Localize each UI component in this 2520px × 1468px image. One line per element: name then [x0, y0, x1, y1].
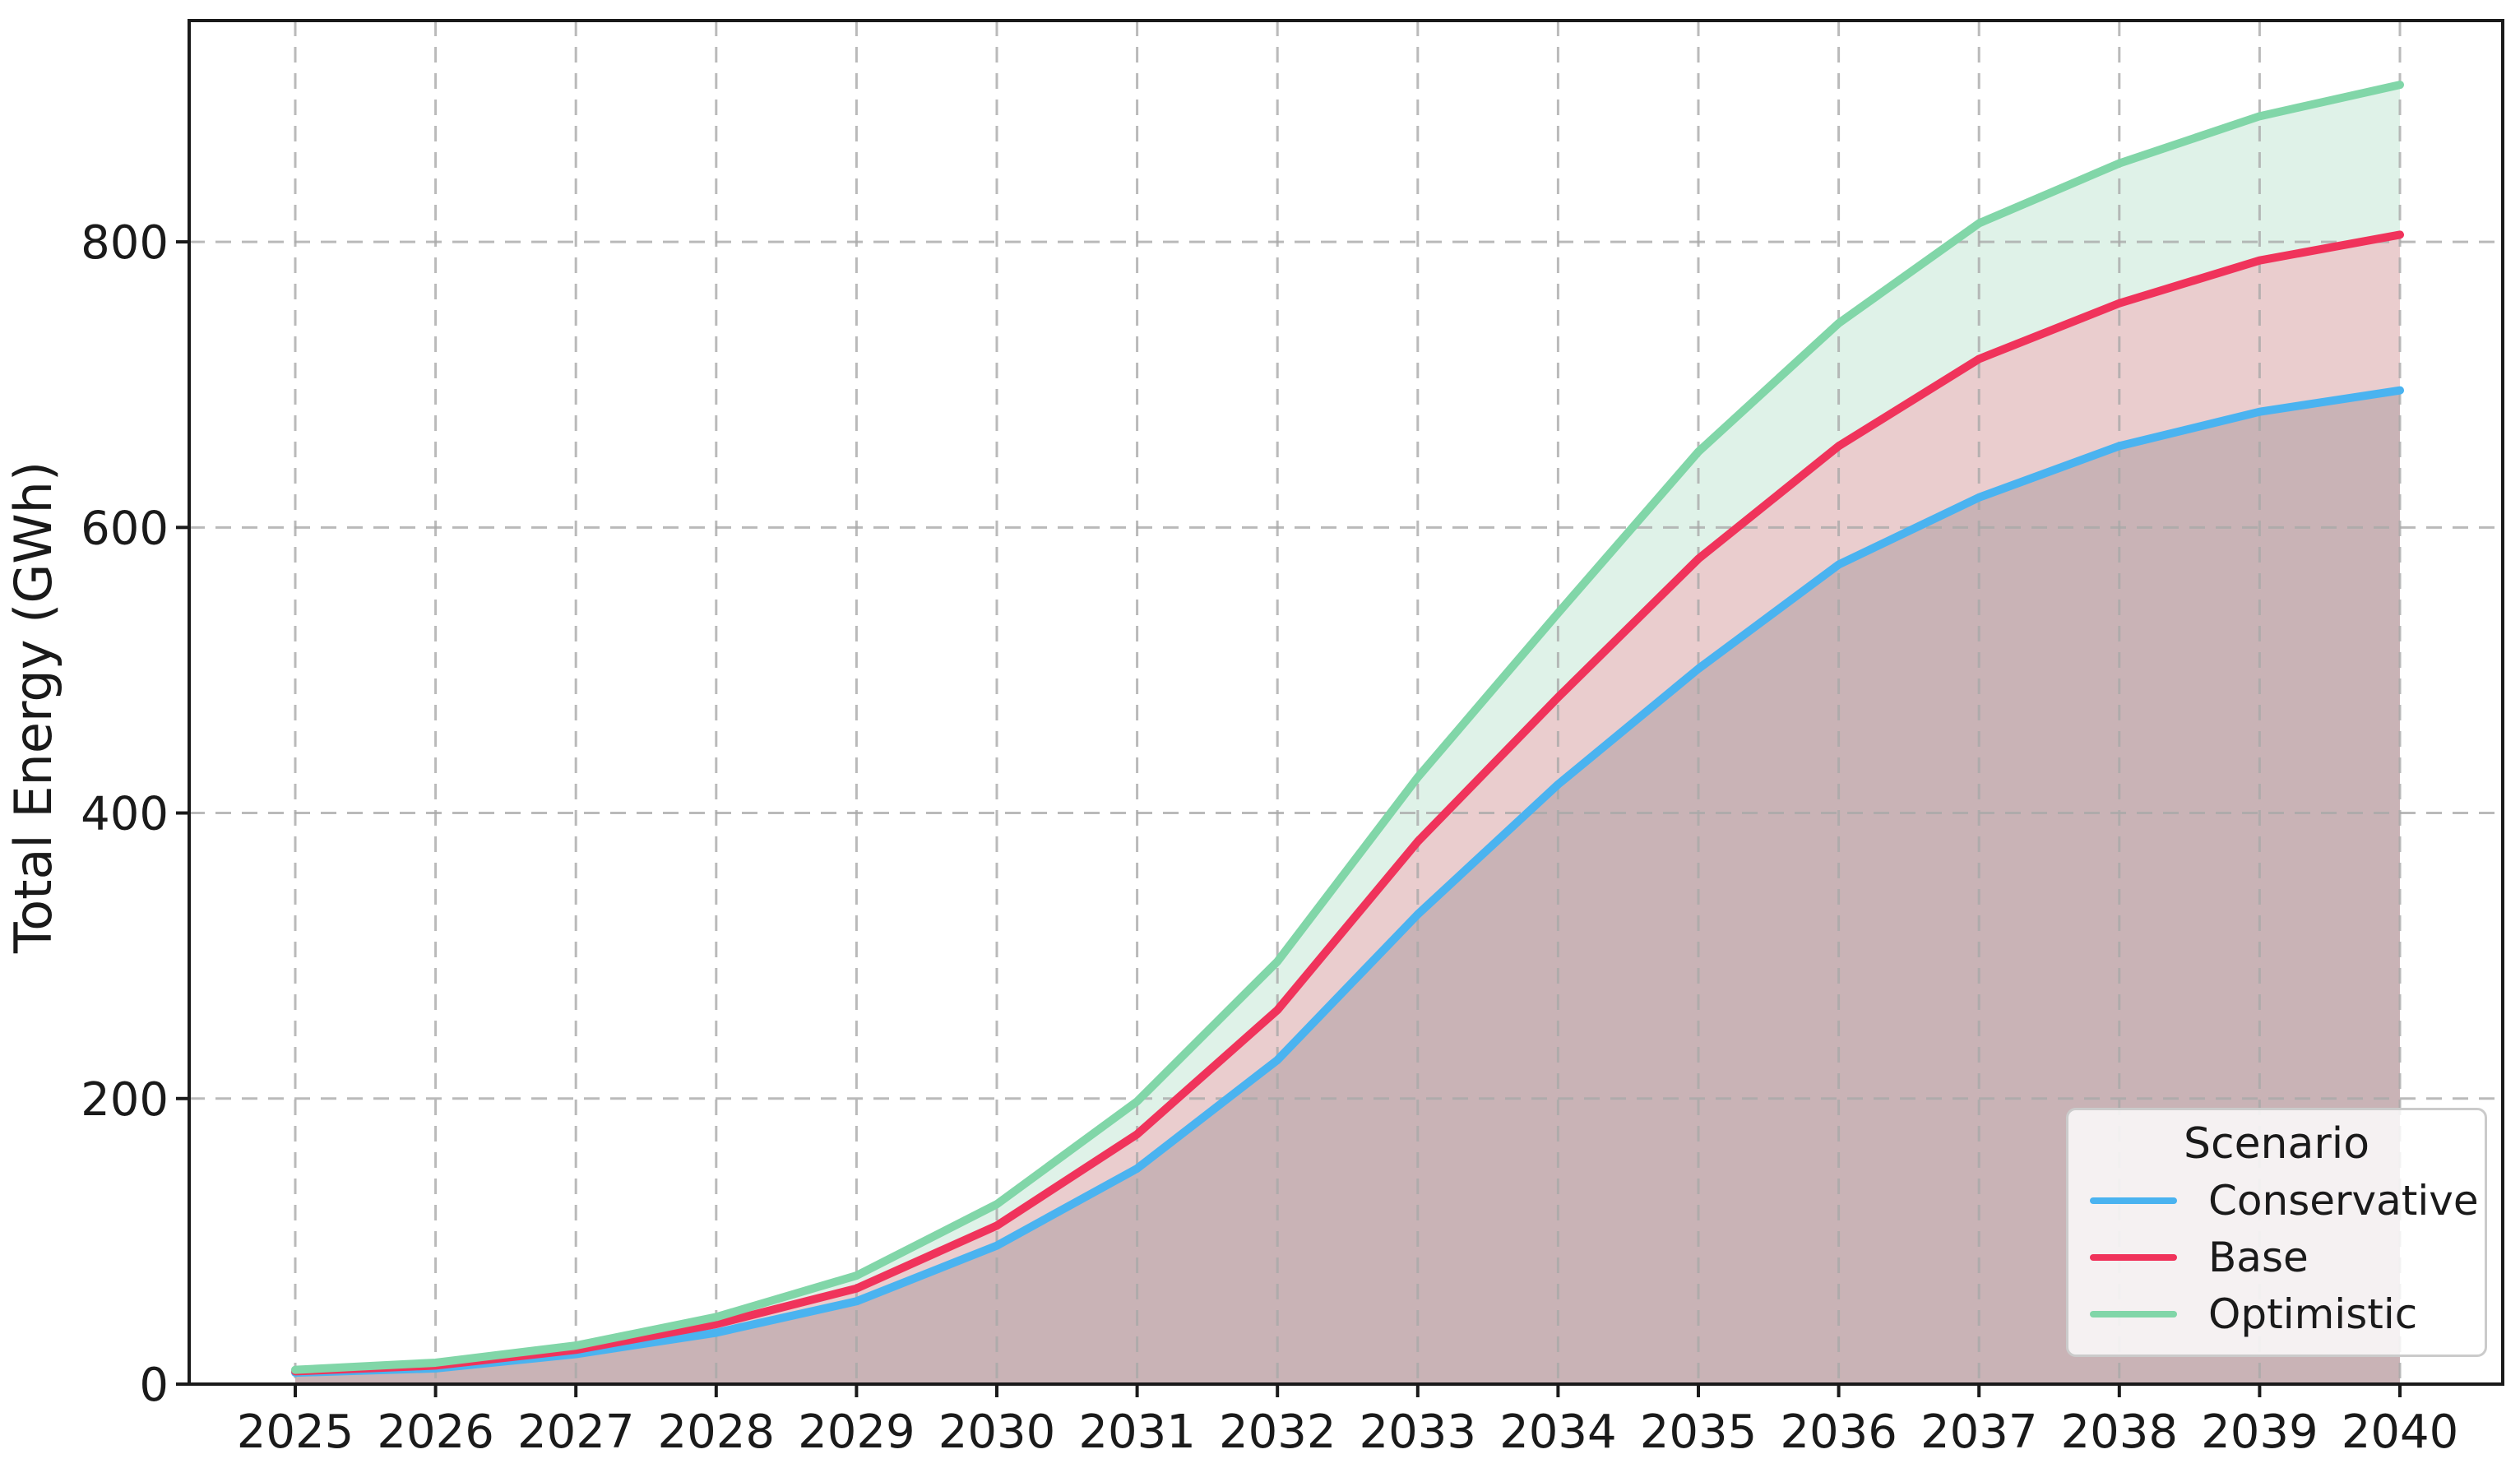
x-tick-label: 2037 [1920, 1405, 2038, 1459]
x-tick-label: 2029 [798, 1405, 915, 1459]
legend-item-conservative: Conservative [2068, 1173, 2485, 1230]
legend-item-optimistic: Optimistic [2068, 1286, 2485, 1343]
series-line-base [291, 230, 2404, 1376]
legend-title: Scenario [2183, 1119, 2370, 1169]
legend-item-base: Base [2068, 1230, 2485, 1286]
x-tick-label: 2030 [938, 1405, 1056, 1459]
series-line-conservative [291, 386, 2404, 1378]
series-line-optimistic [291, 81, 2404, 1374]
legend-swatch-base-icon [2090, 1254, 2177, 1262]
x-tick-label: 2039 [2201, 1405, 2318, 1459]
y-tick-label: 0 [139, 1359, 169, 1412]
y-tick-label: 800 [81, 216, 169, 270]
legend-label-base: Base [2208, 1234, 2309, 1282]
legend-swatch-conservative-icon [2090, 1197, 2177, 1205]
y-axis-title: Total Energy (GWh) [3, 461, 63, 954]
plot-border [188, 19, 2504, 1386]
band-conservative-to-base [295, 234, 2400, 1373]
x-tick-label: 2033 [1360, 1405, 1477, 1459]
band-below-conservative [295, 390, 2400, 1385]
band-base-to-optimistic [295, 85, 2400, 1372]
area-bands [295, 85, 2400, 1385]
x-tick-label: 2040 [2342, 1405, 2459, 1459]
legend-swatch-optimistic-icon [2090, 1311, 2177, 1318]
legend-label-conservative: Conservative [2208, 1177, 2479, 1225]
x-tick-label: 2026 [377, 1405, 494, 1459]
legend: Scenario Conservative Base Optimistic [2066, 1108, 2487, 1357]
x-tick-label: 2032 [1219, 1405, 1336, 1459]
y-tick-labels: 0 200 400 600 800 [81, 216, 169, 1412]
y-tick-label: 600 [81, 502, 169, 555]
x-tick-label: 2031 [1078, 1405, 1196, 1459]
x-tick-label: 2034 [1499, 1405, 1617, 1459]
x-tick-label: 2038 [2061, 1405, 2179, 1459]
x-tick-label: 2035 [1640, 1405, 1758, 1459]
x-tick-labels: 2025 2026 2027 2028 2029 2030 2031 2032 2033 2034… [237, 1405, 2459, 1459]
y-tick-label: 200 [81, 1073, 169, 1127]
legend-label-optimistic: Optimistic [2208, 1290, 2418, 1339]
y-tick-label: 400 [81, 788, 169, 841]
x-tick-label: 2025 [237, 1405, 354, 1459]
x-tick-label: 2036 [1780, 1405, 1897, 1459]
x-tick-label: 2028 [658, 1405, 776, 1459]
x-tick-label: 2027 [517, 1405, 635, 1459]
series-lines [291, 81, 2404, 1378]
tick-marks [176, 240, 2402, 1397]
